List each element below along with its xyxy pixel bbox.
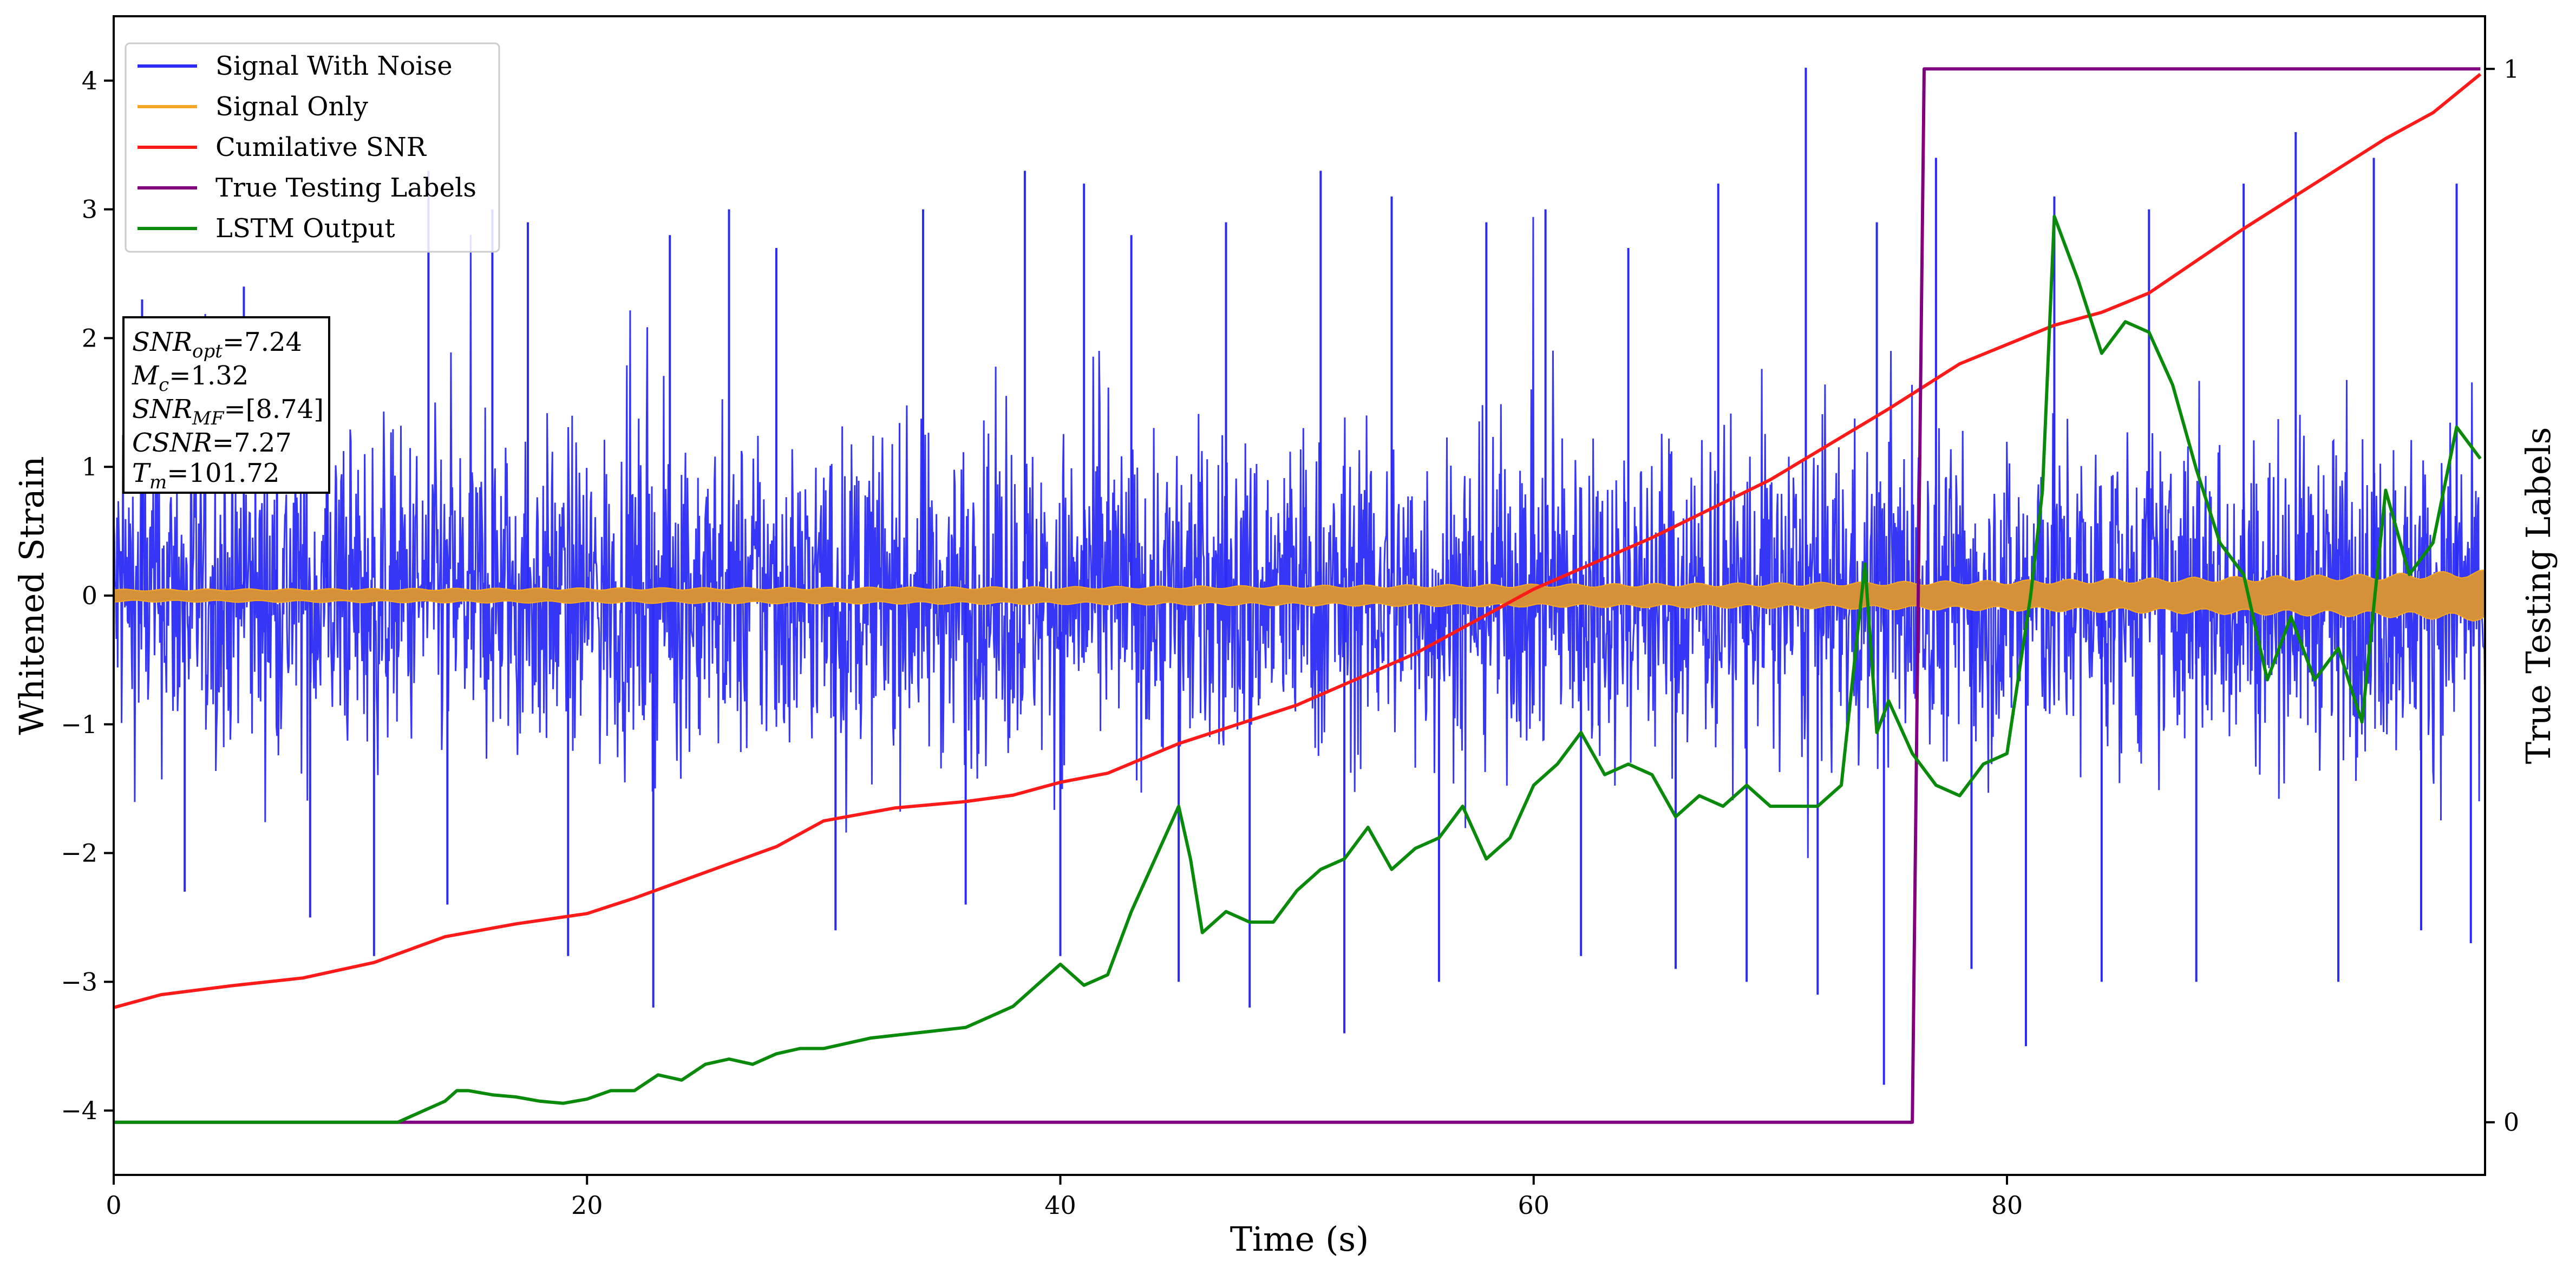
x-axis-ticks: 0 20 40 60 80 [106,1175,2023,1220]
y-tick-label: 2 [82,323,97,352]
x-tick-label: 0 [106,1191,121,1220]
series-lstm-output [114,214,2482,1124]
legend-label: Cumilative SNR [215,132,427,162]
stats-tm: Tm=101.72 [132,458,279,493]
y-axis-ticks: −4 −3 −2 −1 0 1 2 3 4 [61,66,114,1125]
x-tick-label: 60 [1518,1191,1549,1220]
legend: Signal With Noise Signal Only Cumilative S… [125,42,500,253]
legend-label: True Testing Labels [215,173,476,203]
y-tick-label: 3 [82,195,97,224]
legend-label: LSTM Output [215,213,395,244]
stats-mc: Mc=1.32 [132,361,249,396]
stats-csnr: CSNR=7.27 [132,428,292,458]
x-axis-label: Time (s) [1230,1219,1369,1259]
stats-box: SNRopt=7.24 Mc=1.32 SNRMF=[8.74] CSNR=7.… [122,316,330,494]
y2-axis-ticks: 01 [2485,54,2519,1137]
y-tick-label: 0 [82,581,97,610]
y2-axis-label: True Testing Labels [2519,427,2558,765]
x-tick-label: 20 [571,1191,603,1220]
y-tick-label: 1 [82,452,97,481]
legend-label: Signal Only [215,92,368,122]
y2-tick-label: 1 [2503,54,2519,83]
series-true-testing-labels [114,67,2481,1124]
x-tick-label: 40 [1044,1191,1076,1220]
y-tick-label: −2 [61,839,97,868]
x-tick-label: 80 [1991,1191,2023,1220]
y-tick-label: 4 [82,66,97,95]
stats-snr-mf: SNRMF=[8.74] [132,394,324,429]
y-tick-label: −4 [61,1096,97,1125]
legend-label: Signal With Noise [215,51,453,81]
y-axis-label: Whitened Strain [12,456,51,735]
stats-snr-opt: SNRopt=7.24 [132,327,302,362]
series-signal-only [114,569,2485,622]
y-tick-label: −1 [61,710,97,739]
legend-frame [125,42,500,253]
y-tick-label: −3 [61,967,97,996]
series-cumulative-snr [114,73,2482,1009]
y2-tick-label: 0 [2503,1108,2519,1137]
series-signal-with-noise [114,217,2485,858]
plot-area [114,67,2485,1124]
stats-box-frame [122,316,330,494]
